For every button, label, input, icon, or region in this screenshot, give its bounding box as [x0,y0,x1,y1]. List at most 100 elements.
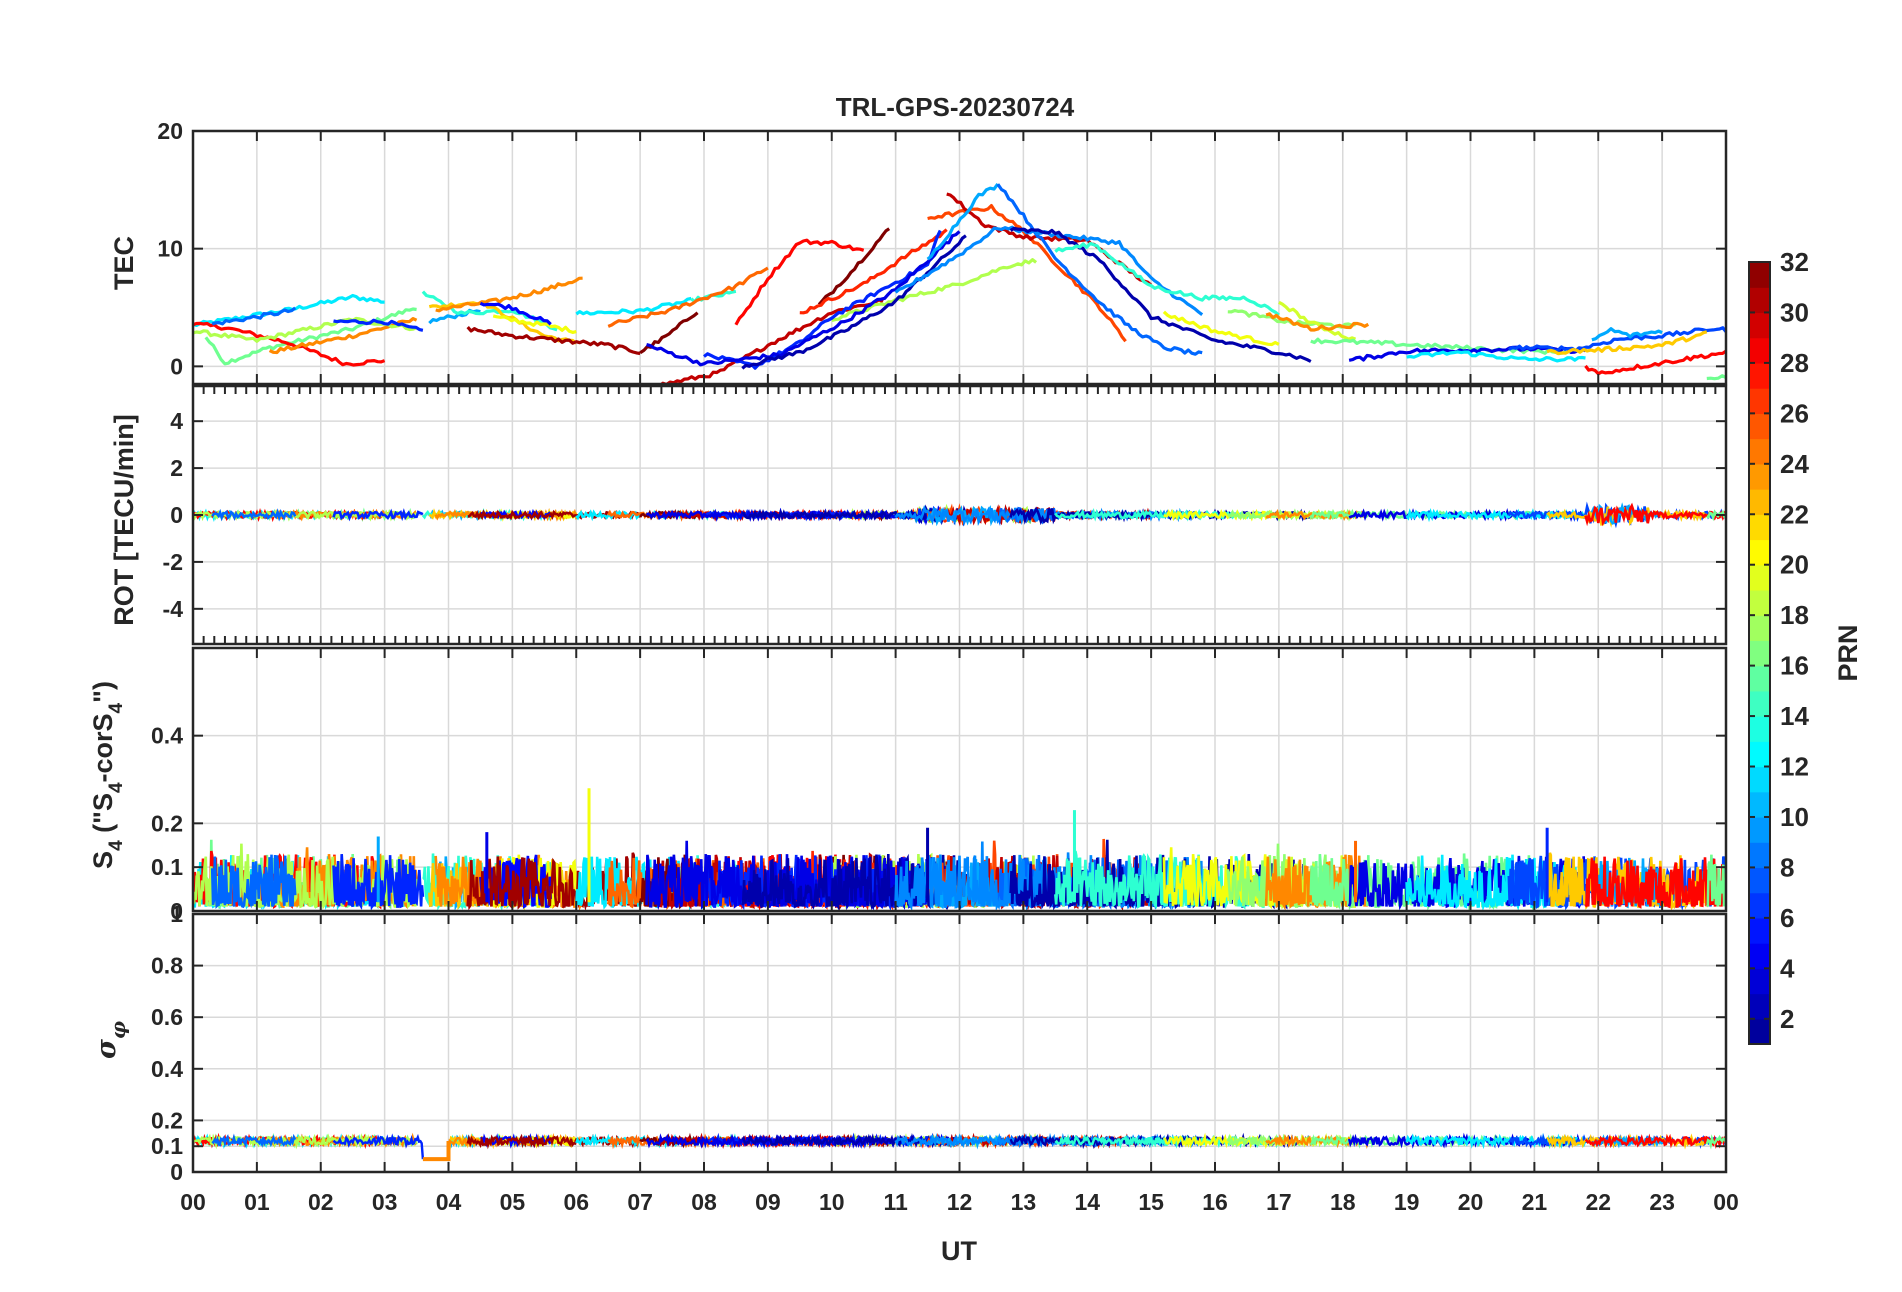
sigma-ylabel: σφ [91,1021,130,1059]
x-tick-label: 21 [1522,1189,1548,1215]
x-tick-label: 19 [1394,1189,1420,1215]
colorbar-segment [1749,968,1770,995]
sigma-series-prn-16 [1705,1134,1726,1150]
colorbar-segment [1749,262,1770,288]
colorbar-tick-label: 6 [1780,903,1794,933]
colorbar-segment [1749,463,1770,490]
y-tick-label: 0.1 [151,854,183,880]
x-tick-label: 13 [1011,1189,1037,1215]
colorbar-segment [1749,690,1770,717]
x-tick-label: 22 [1585,1189,1611,1215]
tec-series-prn-28 [1584,349,1726,376]
colorbar-tick-label: 32 [1780,247,1809,277]
tec-series-prn-25 [607,266,769,328]
x-tick-label: 05 [500,1189,526,1215]
colorbar-label: PRN [1833,624,1863,681]
colorbar-segment [1749,842,1770,869]
tec-series-prn-28 [734,238,865,326]
colorbar-segment [1749,640,1770,667]
s4-series-prn-16 [1705,854,1726,908]
s4-ylabel-sub: 4 [106,840,127,851]
panel-tec: 0 10 20 [157,118,1728,386]
tec-series-prn-16 [204,307,417,366]
tec-series-prn-20 [1162,310,1280,347]
s4-series-prn-8 [210,854,297,910]
tec-series-prn-27 [799,228,948,315]
colorbar-segment [1749,716,1770,742]
colorbar-segment [1749,993,1770,1020]
colorbar-tick-label: 24 [1780,449,1809,479]
y-tick-label: 0.6 [151,1004,183,1030]
tec-series-prn-12 [1406,350,1586,363]
x-tick-label: 03 [372,1189,398,1215]
y-tick-label: 0.4 [151,1056,183,1082]
y-tick-label: -4 [163,596,184,622]
colorbar-segment [1749,1018,1770,1045]
s4-ylabel-end: ") [88,681,118,703]
x-tick-label: 14 [1074,1189,1100,1215]
s4-ylabel: S4 ("S4-corS4") [88,681,127,869]
y-tick-label: 0.1 [151,1133,183,1159]
y-tick-label: 2 [170,455,183,481]
x-tick-label: 16 [1202,1189,1228,1215]
tec-series-prn-16 [1706,374,1726,381]
tec-series-prn-16 [1310,337,1567,356]
y-tick-label: 10 [157,236,183,262]
chart-title: TRL-GPS-20230724 [836,92,1075,122]
panel-sigma: 00.10.20.40.60.81 [151,901,1728,1185]
rot-series-prn-8 [211,508,297,522]
colorbar-tick-label: 4 [1780,953,1795,983]
y-tick-label: 0.8 [151,953,183,979]
x-tick-label: 06 [563,1189,589,1215]
tec-series-prn-10 [1591,327,1663,342]
y-tick-label: 0.4 [151,723,183,749]
colorbar-segment [1749,312,1770,339]
s4-ylabel-tail-sub: 4 [106,702,127,713]
y-tick-label: 1 [170,901,183,927]
x-axis-label: UT [941,1236,977,1266]
sigma-dip [422,1141,451,1162]
s4-ylabel-mid: ("S [88,793,118,840]
series-group [193,182,1726,384]
colorbar-segment [1749,589,1770,616]
colorbar-segment [1749,741,1770,768]
colorbar-segment [1749,438,1770,465]
x-tick-label: 09 [755,1189,781,1215]
x-tick-label: 04 [436,1189,462,1215]
rot-series-prn-20 [1163,508,1280,522]
tec-series-prn-12 [575,296,692,316]
tec-series-prn-24 [435,276,583,313]
s4-series-prn-28 [1584,856,1726,909]
tec-series-prn-31 [466,326,641,356]
panel-rot: -4 -2 0 2 4 [163,384,1728,646]
y-tick-label: 0 [170,898,183,924]
x-tick-label: 07 [627,1189,653,1215]
y-tick-label: 0 [170,1159,183,1185]
colorbar-segment [1749,766,1770,793]
tec-series-prn-6 [333,318,424,332]
rot-series-prn-28 [1584,502,1726,527]
colorbar-segment [1749,665,1770,692]
colorbar-tick-label: 16 [1780,651,1809,681]
y-tick-label: 0.2 [151,1107,183,1133]
series-group [193,1132,1726,1162]
y-tick-label: 4 [170,408,183,434]
colorbar-tick-label: 8 [1780,852,1794,882]
colorbar-tick-label: 12 [1780,752,1809,782]
colorbar-tick-label: 14 [1780,701,1809,731]
tec-series-prn-24 [1265,312,1370,332]
y-tick-label: 0 [170,502,183,528]
panel-s4: 0 0.1 0.2 0.4 [151,646,1728,924]
tec-series-prn-5 [479,301,552,326]
colorbar-tick-label: 10 [1780,802,1809,832]
s4-series-prn-2 [741,853,968,911]
colorbar-tick-label: 2 [1780,1004,1794,1034]
sigma-ylabel-main: σ [91,1039,122,1059]
x-tick-label: 00 [1713,1189,1739,1215]
colorbar-segment [1749,867,1770,894]
tec-series-prn-14 [1054,241,1280,317]
s4-series-prn-24 [1264,854,1370,911]
colorbar-tick-label: 20 [1780,550,1809,580]
colorbar-frame [1748,261,1771,1045]
